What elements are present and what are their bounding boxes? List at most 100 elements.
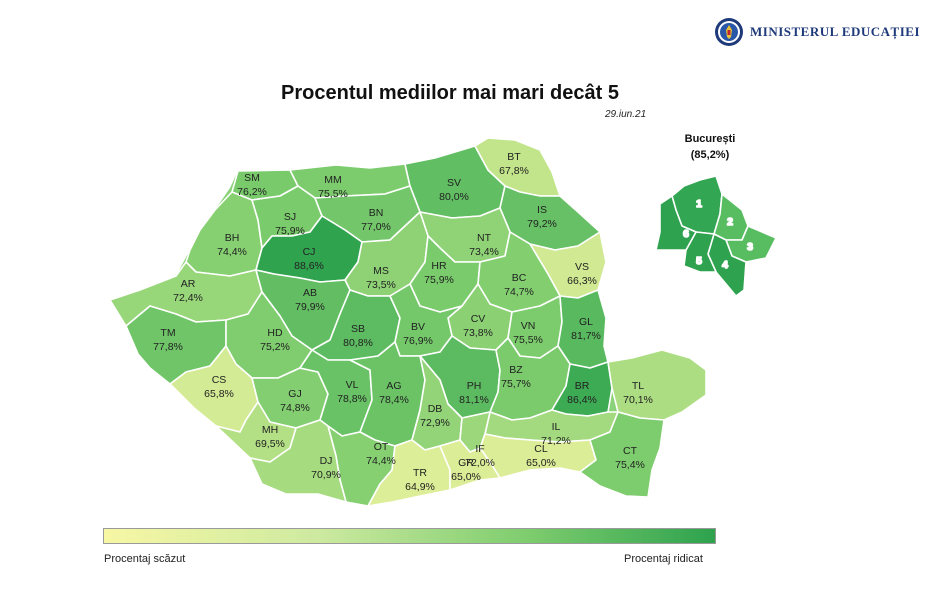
county-code-BC: BC [512,272,527,284]
org-name: MINISTERUL EDUCAȚIEI [750,24,921,39]
county-value-MM: 75,5% [318,188,348,200]
county-code-TL: TL [632,380,644,392]
county-value-TR: 64,9% [405,481,435,493]
county-value-GL: 81,7% [571,330,601,342]
county-TL[interactable] [607,349,707,421]
bucharest-title: București (85,2%) [670,131,750,163]
county-code-IS: IS [537,204,547,216]
county-value-TL: 70,1% [623,394,653,406]
county-CT[interactable] [579,411,665,498]
county-value-DJ: 70,9% [311,469,341,481]
county-value-IL: 71,2% [541,435,571,447]
county-value-BV: 76,9% [403,335,433,347]
county-value-DB: 72,9% [420,417,450,429]
county-code-HD: HD [267,327,283,339]
county-value-CS: 65,8% [204,388,234,400]
county-code-BR: BR [575,380,590,392]
county-value-PH: 81,1% [459,394,489,406]
county-value-BC: 74,7% [504,286,534,298]
county-code-IL: IL [552,421,561,433]
county-code-AB: AB [303,287,317,299]
county-value-AB: 79,9% [295,301,325,313]
county-CL[interactable] [479,433,597,479]
county-value-BR: 86,4% [567,394,597,406]
county-code-TR: TR [413,467,427,479]
county-value-SV: 80,0% [439,191,469,203]
bucharest-sector-label: 4 [722,259,728,271]
county-value-CT: 75,4% [615,459,645,471]
county-value-HR: 75,9% [424,274,454,286]
county-code-CV: CV [471,313,486,325]
county-code-VS: VS [575,261,589,273]
bucharest-sector-label: 2 [727,216,733,228]
county-code-MM: MM [324,174,342,186]
county-code-OT: OT [374,441,389,453]
county-code-GJ: GJ [288,388,301,400]
county-value-NT: 73,4% [469,246,499,258]
county-code-CL: CL [534,443,548,455]
county-code-BN: BN [369,207,384,219]
legend-high-label: Procentaj ridicat [624,553,703,565]
county-value-MH: 69,5% [255,438,285,450]
county-value-OT: 74,4% [366,455,396,467]
county-value-VL: 78,8% [337,393,367,405]
county-value-CJ: 88,6% [294,260,324,272]
county-code-VN: VN [521,320,536,332]
bucharest-sector-label: 3 [747,241,753,253]
county-value-SM: 76,2% [237,186,267,198]
bucharest-inset: 1 2 3 4 5 6 [655,175,777,297]
county-code-SB: SB [351,323,365,335]
county-value-TM: 77,8% [153,341,183,353]
county-value-BH: 74,4% [217,246,247,258]
county-value-GR: 65,0% [451,471,481,483]
county-code-DJ: DJ [320,455,333,467]
county-value-AG: 78,4% [379,394,409,406]
county-GR[interactable] [439,439,501,491]
county-code-DB: DB [428,403,443,415]
county-DJ[interactable] [249,419,347,503]
bucharest-sector-label: 1 [696,198,702,210]
ministry-logo: MINISTERUL EDUCAȚIEI [714,16,920,48]
county-value-CV: 73,8% [463,327,493,339]
county-code-GR: GR [458,457,474,469]
bucharest-sector-label: 5 [696,255,702,267]
county-value-CL: 65,0% [526,457,556,469]
legend-low-label: Procentaj scăzut [104,553,186,565]
county-code-PH: PH [467,380,482,392]
bucharest-sector-6[interactable] [655,195,697,251]
bucharest-value: (85,2%) [690,149,730,161]
county-value-GJ: 74,8% [280,402,310,414]
bucharest-sector-label: 6 [683,228,689,240]
county-value-BN: 77,0% [361,221,391,233]
bucharest-sector-5[interactable] [683,231,717,273]
county-code-SV: SV [447,177,461,189]
ministry-emblem-icon [715,18,743,46]
county-value-MS: 73,5% [366,279,396,291]
county-value-BT: 67,8% [499,165,529,177]
legend-gradient-bar [103,528,716,544]
county-code-TM: TM [160,327,175,339]
county-code-SJ: SJ [284,211,296,223]
county-code-BV: BV [411,321,425,333]
county-code-BZ: BZ [509,364,523,376]
county-code-IF: IF [475,443,484,455]
county-value-VS: 66,3% [567,275,597,287]
county-code-MH: MH [262,424,278,436]
county-value-IF: 72,0% [465,457,495,469]
county-code-HR: HR [431,260,447,272]
county-code-AR: AR [181,278,196,290]
page-title: Procentul mediilor mai mari decât 5 [281,82,619,104]
county-code-SM: SM [244,172,260,184]
county-code-BH: BH [225,232,240,244]
county-code-CJ: CJ [303,246,316,258]
county-code-AG: AG [386,380,401,392]
county-code-NT: NT [477,232,492,244]
county-value-SJ: 75,9% [275,225,305,237]
county-code-BT: BT [507,151,521,163]
report-date: 29.iun.21 [605,109,647,120]
county-value-AR: 72,4% [173,292,203,304]
county-TR[interactable] [367,439,451,507]
county-value-BZ: 75,7% [501,378,531,390]
county-code-VL: VL [346,379,359,391]
